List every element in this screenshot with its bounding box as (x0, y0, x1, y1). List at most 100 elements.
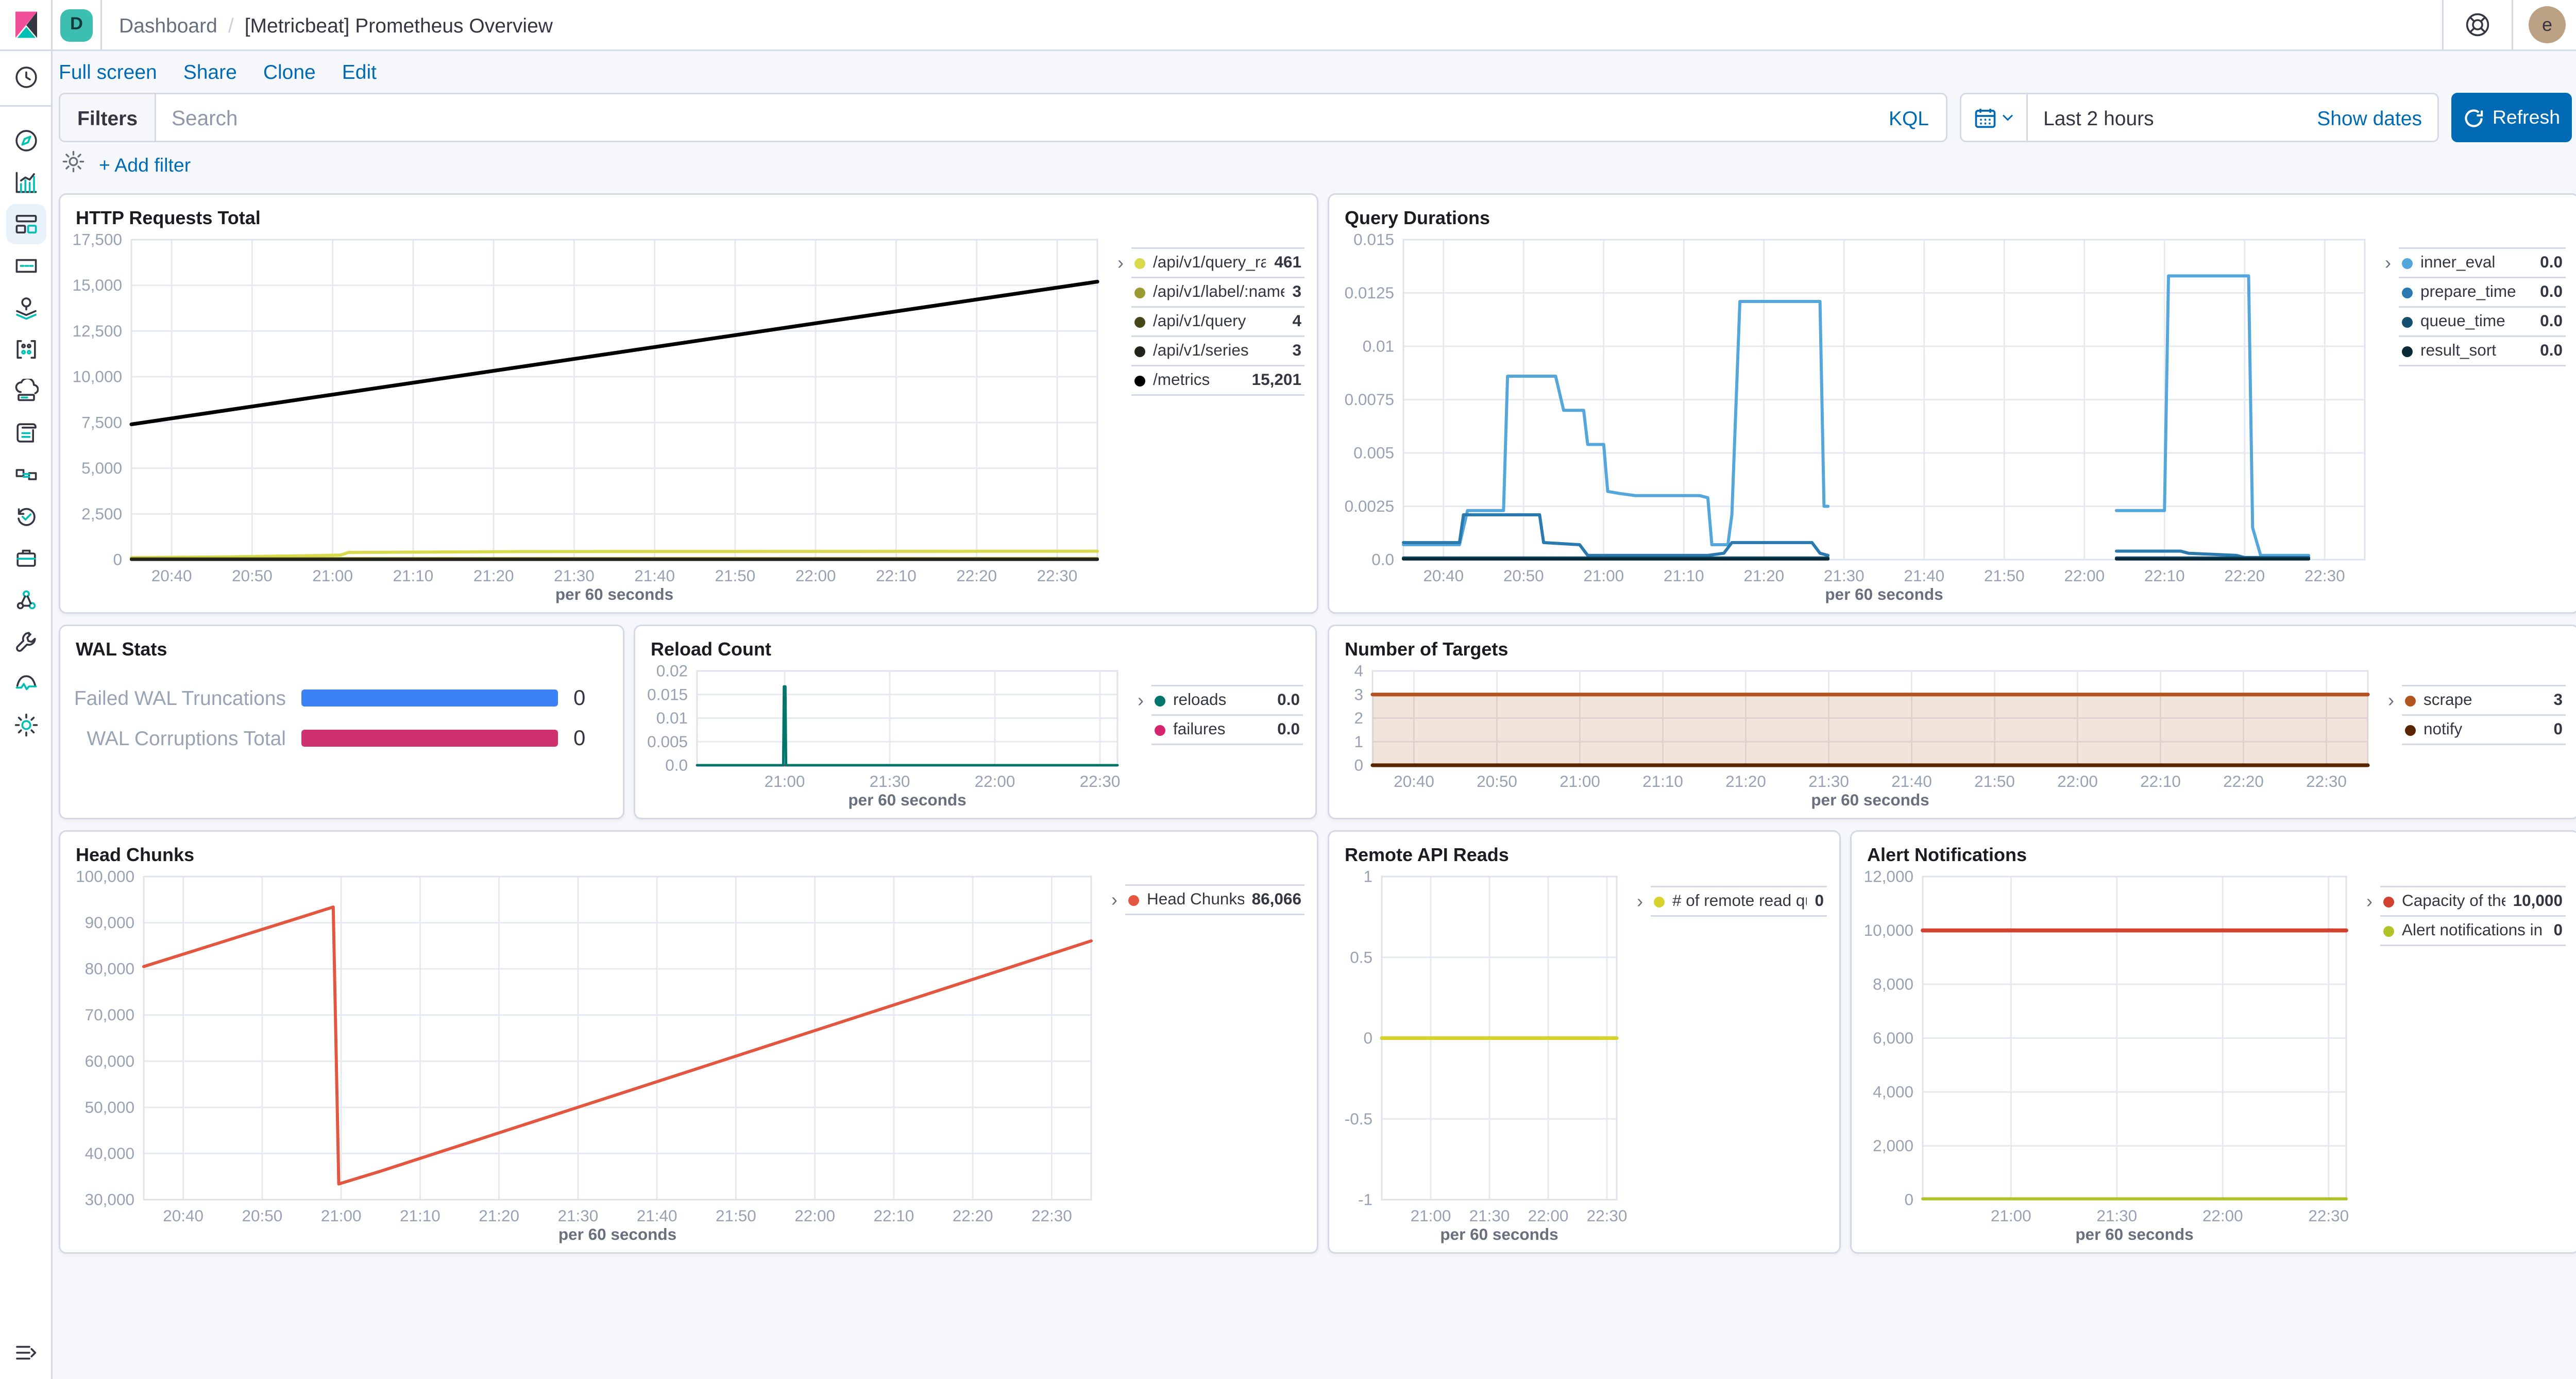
full-screen-link[interactable]: Full screen (59, 60, 157, 83)
legend-item[interactable]: notify 0 (2402, 714, 2566, 745)
refresh-button[interactable]: Refresh (2451, 93, 2572, 142)
edit-link[interactable]: Edit (342, 60, 377, 83)
svg-text:50,000: 50,000 (85, 1098, 134, 1116)
sidebar-item-dashboard[interactable] (5, 204, 46, 244)
sidebar-item-siem[interactable] (6, 538, 46, 578)
svg-text:10,000: 10,000 (73, 367, 122, 386)
legend-expand-icon[interactable]: › (1111, 889, 1117, 911)
space-selector[interactable]: D (51, 0, 102, 49)
legend-item[interactable]: /api/v1/label/:name/v... 3 (1131, 277, 1304, 306)
kibana-logo[interactable] (0, 0, 51, 49)
time-range-value[interactable]: Last 2 hours (2043, 106, 2154, 129)
reload-count-chart[interactable]: 21:00 21:30 22:00 22:30 0.0 0.005 0.01 0.015 0.0… (635, 660, 1130, 812)
header-actions: e (2442, 0, 2576, 49)
wal-stat-bar[interactable] (301, 729, 558, 746)
panel-alert-notifications: Alert Notifications 21:00 21:30 22:00 22:30… (1850, 830, 2576, 1254)
sidebar-item-canvas[interactable] (6, 246, 46, 286)
legend: › Capacity of the... 10,000 Alert notificat… (2359, 866, 2576, 1246)
sidebar-item-visualize[interactable] (6, 162, 46, 203)
svg-text:22:30: 22:30 (1080, 772, 1121, 791)
legend-item[interactable]: Capacity of the... 10,000 (2380, 886, 2566, 915)
remote-api-reads-chart[interactable]: 21:00 21:30 22:00 22:30 -1 -0.5 0 0.5 1 per 60 se… (1329, 866, 1629, 1246)
svg-text:21:00: 21:00 (1411, 1206, 1451, 1225)
sidebar-item-metrics[interactable] (6, 371, 46, 411)
number-of-targets-chart[interactable]: 20:40 20:50 21:00 21:10 21:20 21:30 21:40 21:50… (1329, 660, 2380, 812)
http-requests-chart[interactable]: 20:40 20:50 21:00 21:10 21:20 21:30 21:40 21:50… (60, 229, 1110, 606)
legend-item[interactable]: inner_eval 0.0 (2399, 247, 2566, 277)
legend-dot-icon (1155, 695, 1165, 706)
help-button[interactable] (2442, 0, 2512, 49)
legend-expand-icon[interactable]: › (2366, 890, 2372, 912)
sidebar-item-recently-viewed[interactable] (6, 57, 46, 97)
sidebar-item-apm[interactable] (6, 455, 46, 495)
legend-expand-icon[interactable]: › (1117, 252, 1124, 274)
svg-text:0.0075: 0.0075 (1345, 390, 1394, 409)
sidebar-item-logs[interactable] (6, 413, 46, 453)
stack-monitoring-icon (15, 675, 36, 691)
svg-text:21:20: 21:20 (473, 566, 514, 585)
legend-expand-icon[interactable]: › (2388, 690, 2394, 711)
filter-options-button[interactable] (62, 150, 85, 181)
legend-item[interactable]: Alert notifications in ... 0 (2380, 915, 2566, 946)
panel-title[interactable]: Remote API Reads (1345, 844, 1509, 866)
search-input[interactable] (156, 106, 1872, 129)
page-title: [Metricbeat] Prometheus Overview (244, 13, 553, 37)
legend-expand-icon[interactable]: › (1637, 890, 1643, 912)
legend-item[interactable]: reloads 0.0 (1151, 685, 1303, 714)
query-durations-chart[interactable]: 20:40 20:50 21:00 21:10 21:20 21:30 21:40 21:50… (1329, 229, 2377, 606)
panel-title[interactable]: HTTP Requests Total (76, 207, 261, 229)
legend-item[interactable]: /api/v1/query 4 (1131, 306, 1304, 335)
kql-toggle[interactable]: KQL (1888, 106, 1929, 129)
panel-title[interactable]: WAL Stats (76, 638, 167, 660)
sidebar-item-management[interactable] (6, 705, 46, 745)
sidebar-item-uptime[interactable] (6, 496, 46, 536)
clone-link[interactable]: Clone (263, 60, 316, 83)
svg-text:22:10: 22:10 (2144, 566, 2185, 585)
legend-dot-icon (2402, 345, 2413, 357)
legend-item[interactable]: Head Chunks 86,066 (1125, 884, 1304, 915)
sidebar-item-stack-monitoring[interactable] (6, 663, 46, 703)
legend-item[interactable]: queue_time 0.0 (2399, 306, 2566, 335)
svg-text:per 60 seconds: per 60 seconds (1811, 791, 1929, 809)
discover-icon (14, 130, 37, 152)
legend-item[interactable]: /api/v1/series 3 (1131, 335, 1304, 365)
sidebar-item-discover[interactable] (6, 121, 46, 161)
legend-expand-icon[interactable]: › (1138, 690, 1144, 711)
wal-stat-bar[interactable] (301, 688, 558, 706)
alert-notifications-chart[interactable]: 21:00 21:30 22:00 22:30 0 2,000 4,000 6,000 8,00… (1852, 866, 2359, 1246)
space-avatar: D (60, 8, 93, 41)
show-dates-link[interactable]: Show dates (2317, 106, 2422, 129)
panel-title[interactable]: Query Durations (1345, 207, 1490, 229)
legend-item[interactable]: /metrics 15,201 (1131, 365, 1304, 396)
panel-title[interactable]: Number of Targets (1345, 638, 1509, 660)
calendar-button[interactable] (1961, 94, 2028, 141)
breadcrumb-dashboard-link[interactable]: Dashboard (119, 13, 217, 37)
sidebar-item-maps[interactable] (6, 288, 46, 328)
add-filter-button[interactable]: + Add filter (99, 155, 191, 176)
legend-expand-icon[interactable]: › (2385, 252, 2391, 274)
filter-controls: + Add filter (62, 150, 191, 181)
panel-title[interactable]: Reload Count (651, 638, 771, 660)
svg-text:per 60 seconds: per 60 seconds (848, 791, 966, 809)
user-menu-button[interactable]: e (2512, 0, 2576, 49)
legend-item[interactable]: /api/v1/query_range 461 (1131, 247, 1304, 277)
legend-item[interactable]: # of remote read que... 0 (1651, 886, 1827, 917)
collapse-menu-button[interactable] (0, 1340, 51, 1365)
legend-item[interactable]: result_sort 0.0 (2399, 335, 2566, 366)
sidebar-item-machine-learning[interactable] (6, 329, 46, 369)
legend-item[interactable]: prepare_time 0.0 (2399, 277, 2566, 306)
legend-value: 0.0 (2540, 283, 2563, 301)
panel-title[interactable]: Head Chunks (76, 844, 195, 866)
sidebar-item-graph[interactable] (6, 580, 46, 620)
legend-label: /metrics (1153, 371, 1210, 390)
panel-title[interactable]: Alert Notifications (1867, 844, 2027, 866)
svg-text:0.0025: 0.0025 (1345, 497, 1394, 515)
head-chunks-chart[interactable]: 20:40 20:50 21:00 21:10 21:20 21:30 21:40 21:50… (60, 866, 1104, 1246)
legend-item[interactable]: scrape 3 (2402, 685, 2566, 714)
legend-value: 0.0 (1277, 720, 1300, 739)
svg-text:30,000: 30,000 (85, 1190, 134, 1209)
share-link[interactable]: Share (183, 60, 237, 83)
sidebar-item-dev-tools[interactable] (6, 621, 46, 662)
filters-button[interactable]: Filters (60, 94, 157, 141)
legend-item[interactable]: failures 0.0 (1151, 714, 1303, 745)
